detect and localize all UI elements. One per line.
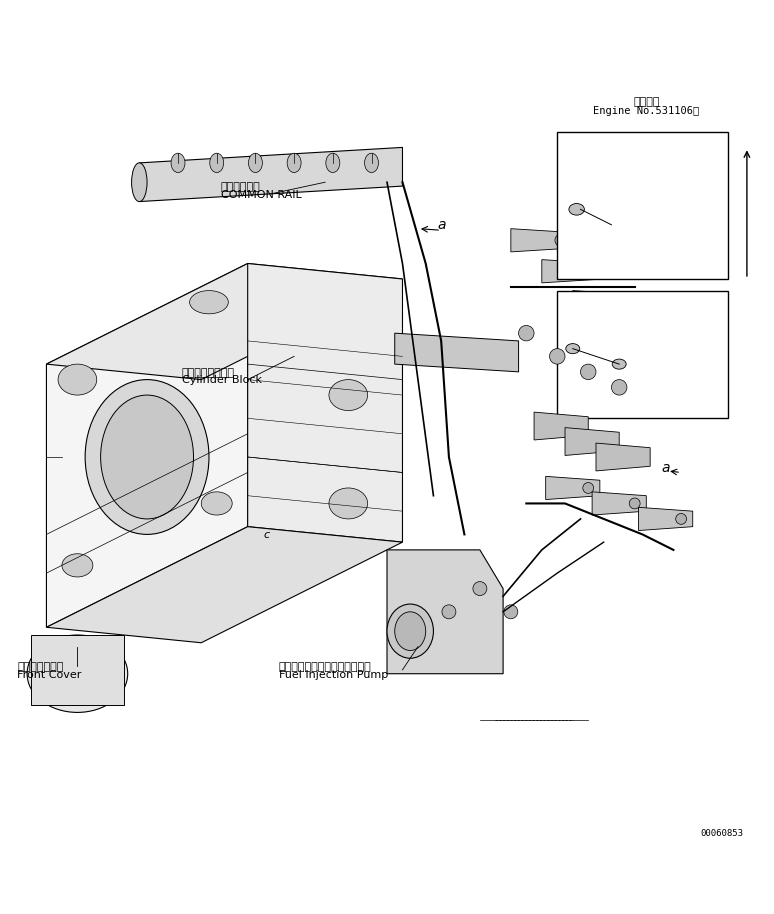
Ellipse shape: [43, 646, 112, 701]
Text: a: a: [662, 462, 670, 475]
Polygon shape: [46, 263, 402, 379]
Circle shape: [586, 265, 598, 278]
Ellipse shape: [248, 154, 262, 173]
Text: Fuel Injection Pump: Fuel Injection Pump: [279, 670, 388, 680]
Polygon shape: [542, 260, 604, 282]
Text: フロントカバー: フロントカバー: [17, 662, 63, 672]
Polygon shape: [534, 412, 588, 440]
Ellipse shape: [442, 605, 456, 619]
Bar: [557, 291, 728, 419]
Polygon shape: [639, 507, 693, 530]
Polygon shape: [31, 635, 124, 705]
Ellipse shape: [569, 204, 584, 215]
Text: コモンレール: コモンレール: [221, 182, 260, 192]
Polygon shape: [387, 550, 503, 674]
Polygon shape: [573, 291, 635, 314]
Polygon shape: [248, 263, 402, 542]
Ellipse shape: [287, 154, 301, 173]
Bar: [557, 132, 728, 279]
Polygon shape: [139, 147, 402, 202]
Circle shape: [583, 483, 594, 494]
Ellipse shape: [566, 344, 580, 354]
Text: 適用号機: 適用号機: [633, 97, 659, 107]
Ellipse shape: [329, 379, 368, 410]
Circle shape: [555, 234, 567, 247]
Ellipse shape: [612, 359, 626, 369]
Ellipse shape: [504, 605, 518, 619]
Ellipse shape: [101, 395, 194, 519]
Ellipse shape: [387, 604, 433, 658]
Text: a: a: [437, 218, 446, 231]
Polygon shape: [46, 526, 402, 643]
Text: Cylinder Block: Cylinder Block: [182, 376, 262, 386]
Polygon shape: [395, 334, 519, 372]
Polygon shape: [511, 228, 573, 252]
Text: 00060853: 00060853: [700, 829, 743, 838]
Ellipse shape: [210, 154, 224, 173]
Ellipse shape: [473, 581, 487, 596]
Polygon shape: [592, 492, 646, 515]
Circle shape: [611, 379, 627, 395]
Circle shape: [676, 514, 687, 525]
Ellipse shape: [329, 488, 368, 519]
Ellipse shape: [85, 379, 209, 535]
Polygon shape: [546, 476, 600, 500]
Ellipse shape: [62, 554, 93, 577]
Text: フェルインジェクションポンプ: フェルインジェクションポンプ: [279, 662, 372, 672]
Polygon shape: [46, 263, 248, 627]
Ellipse shape: [27, 635, 128, 712]
Ellipse shape: [395, 611, 426, 651]
Ellipse shape: [132, 163, 147, 202]
Ellipse shape: [58, 364, 97, 395]
Text: Engine No.531106～: Engine No.531106～: [593, 106, 700, 116]
Ellipse shape: [190, 291, 228, 314]
Circle shape: [617, 296, 629, 308]
Ellipse shape: [171, 154, 185, 173]
Text: c: c: [264, 530, 270, 540]
Polygon shape: [565, 428, 619, 455]
Ellipse shape: [326, 154, 340, 173]
Ellipse shape: [365, 154, 378, 173]
Text: シリンダブロック: シリンダブロック: [182, 367, 235, 377]
Circle shape: [580, 364, 596, 379]
Circle shape: [519, 325, 534, 341]
Polygon shape: [596, 443, 650, 471]
Text: Front Cover: Front Cover: [17, 670, 81, 680]
Circle shape: [629, 498, 640, 509]
Text: COMMON RAIL: COMMON RAIL: [221, 190, 301, 200]
Ellipse shape: [201, 492, 232, 515]
Circle shape: [550, 348, 565, 364]
